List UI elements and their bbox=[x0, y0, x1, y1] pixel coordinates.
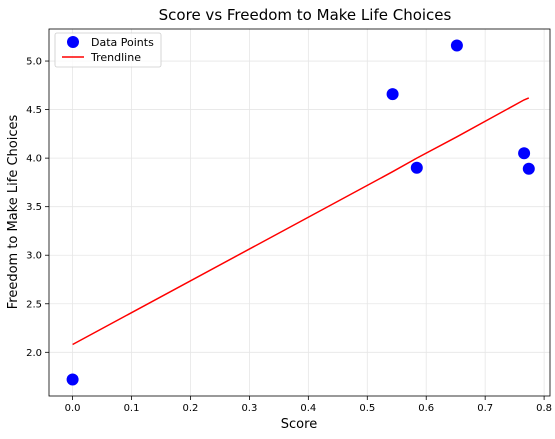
legend-box bbox=[54, 32, 162, 68]
y-tick-label: 2.0 bbox=[26, 348, 42, 359]
x-tick-label: 0.1 bbox=[124, 403, 140, 414]
x-tick-label: 0.6 bbox=[418, 403, 434, 414]
trendline-layer bbox=[72, 97, 530, 346]
x-tick-label: 0.0 bbox=[65, 403, 81, 414]
y-tick-label: 4.0 bbox=[26, 154, 42, 165]
data-point bbox=[522, 162, 535, 175]
x-tick-label: 0.4 bbox=[300, 403, 316, 414]
y-axis-ticks: 2.0 2.5 3.0 3.5 4.0 4.5 5.0 bbox=[26, 57, 49, 359]
data-points-layer bbox=[66, 39, 535, 386]
grid bbox=[49, 29, 550, 396]
legend-label-trendline: Trendline bbox=[90, 51, 141, 64]
data-point bbox=[518, 147, 531, 160]
x-tick-label: 0.7 bbox=[477, 403, 493, 414]
legend-label-data-points: Data Points bbox=[91, 36, 154, 49]
data-point bbox=[386, 88, 399, 101]
y-tick-label: 2.5 bbox=[26, 299, 42, 310]
chart-title: Score vs Freedom to Make Life Choices bbox=[159, 6, 452, 24]
x-tick-label: 0.3 bbox=[241, 403, 257, 414]
legend-marker-data-points bbox=[67, 36, 79, 48]
data-point bbox=[66, 373, 79, 386]
x-tick-label: 0.8 bbox=[536, 403, 552, 414]
x-tick-label: 0.5 bbox=[359, 403, 375, 414]
y-tick-label: 3.0 bbox=[26, 251, 42, 262]
legend: Data Points Trendline bbox=[54, 32, 162, 68]
trendline bbox=[72, 97, 530, 346]
plot-frame bbox=[48, 28, 551, 397]
y-tick-label: 5.0 bbox=[26, 57, 42, 68]
data-point bbox=[410, 161, 423, 174]
x-tick-label: 0.2 bbox=[183, 403, 199, 414]
y-axis-label: Freedom to Make Life Choices bbox=[6, 115, 21, 310]
y-tick-label: 4.5 bbox=[26, 105, 42, 116]
x-axis-ticks: 0.0 0.1 0.2 0.3 0.4 0.5 0.6 0.7 0.8 bbox=[65, 396, 552, 414]
data-point bbox=[450, 39, 463, 52]
x-axis-label: Score bbox=[281, 417, 317, 432]
y-tick-label: 3.5 bbox=[26, 202, 42, 213]
